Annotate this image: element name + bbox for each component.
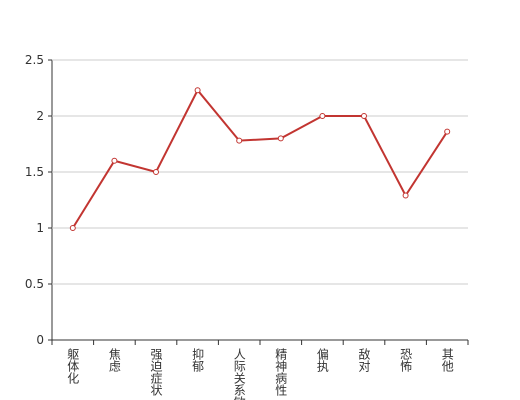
x-tick-label: 偏执 [315,347,329,373]
point [111,157,118,164]
point [361,113,367,119]
point [194,87,201,94]
point [277,135,284,142]
point [444,128,451,135]
y-tick-label: 1 [36,221,44,235]
x-tick-label: 强迫症状 [149,348,163,396]
x-tick-label: 抑郁 [191,347,205,373]
y-tick-label: 2 [36,109,44,123]
x-tick-label: 躯体化 [66,347,80,385]
point [69,225,76,231]
point [402,192,409,199]
x-tick-label: 焦虑 [107,348,121,372]
x-tick-label: 其他 [440,348,454,372]
y-tick-label: 2.5 [25,53,44,67]
y-tick-label: 0.5 [25,277,44,291]
x-tick-label: 恐怖 [399,348,413,372]
x-tick-label: 精神病性 [274,348,288,397]
x-tick-label: 人际关系敏感 [232,348,246,400]
x-tick-label: 敌对 [357,347,371,372]
line [71,88,449,229]
y-tick-label: 1.5 [25,165,44,179]
point [153,169,159,175]
point [319,113,326,119]
point [236,137,243,144]
y-tick-label: 0 [36,333,44,347]
